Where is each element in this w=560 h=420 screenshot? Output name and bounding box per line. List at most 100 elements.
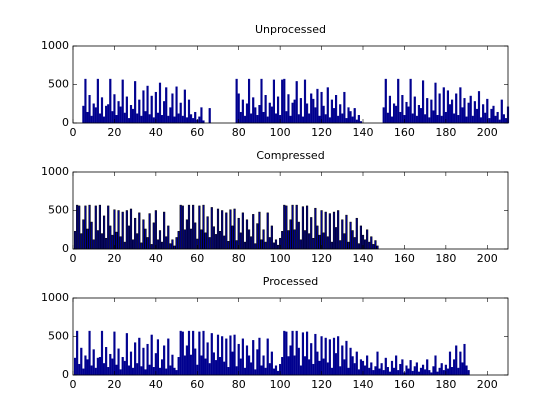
bar	[100, 97, 104, 124]
bar	[107, 205, 110, 250]
bar	[357, 369, 360, 376]
bar	[256, 223, 259, 250]
bar	[185, 117, 189, 124]
y-tick-label: 1000	[41, 39, 69, 52]
bar	[105, 347, 108, 376]
bar	[392, 103, 396, 124]
bar	[250, 113, 253, 124]
bar	[260, 239, 263, 250]
bar	[455, 345, 458, 376]
bar	[241, 99, 244, 124]
x-tick-label: 0	[70, 252, 77, 265]
bar	[225, 338, 228, 376]
bar	[376, 245, 379, 250]
bar	[332, 211, 336, 250]
bar	[107, 367, 110, 376]
bar	[450, 367, 454, 376]
bar	[268, 363, 271, 376]
bar	[173, 367, 176, 376]
bar	[355, 119, 358, 124]
bar	[194, 348, 197, 376]
bar	[347, 241, 350, 250]
bar	[78, 363, 81, 376]
bar	[183, 89, 186, 124]
bar	[189, 114, 193, 124]
bar	[216, 208, 220, 250]
bar	[324, 337, 327, 376]
bar	[167, 225, 170, 250]
bar	[96, 230, 99, 250]
bar	[221, 210, 224, 250]
bar	[382, 107, 385, 124]
bar	[262, 229, 265, 250]
x-tick-label: 20	[107, 252, 121, 265]
x-tick-label: 60	[190, 378, 204, 391]
bar	[322, 358, 325, 376]
bar	[291, 102, 294, 124]
bar	[469, 95, 472, 124]
bar	[123, 241, 126, 250]
bar	[142, 219, 145, 250]
x-tick-label: 100	[270, 252, 291, 265]
bar	[272, 242, 276, 250]
bar	[239, 232, 242, 250]
bar	[146, 237, 149, 250]
bar	[129, 351, 133, 376]
bar	[252, 340, 255, 376]
bar	[117, 210, 120, 250]
bar	[492, 105, 495, 124]
bar	[94, 367, 97, 376]
x-tick-label: 40	[149, 126, 163, 139]
bar	[189, 354, 193, 376]
bar	[386, 367, 389, 376]
bar	[459, 87, 462, 124]
bar	[299, 365, 302, 376]
bar	[285, 111, 288, 124]
bar	[330, 99, 334, 124]
bar	[152, 367, 155, 376]
bar	[386, 112, 389, 124]
bar	[158, 82, 162, 124]
bar	[289, 345, 292, 376]
bar	[158, 367, 162, 376]
bar	[347, 367, 350, 376]
bar	[343, 359, 346, 376]
bar	[150, 95, 153, 124]
bar	[237, 217, 240, 250]
bar	[160, 115, 164, 124]
bar	[187, 204, 191, 250]
bar	[467, 370, 470, 376]
bar	[86, 111, 89, 124]
bar	[293, 229, 296, 250]
bar	[359, 225, 363, 250]
bar	[192, 118, 195, 124]
bar	[415, 362, 418, 376]
bar	[111, 111, 114, 124]
bar	[285, 205, 288, 250]
bar	[465, 116, 468, 124]
bar	[397, 78, 400, 124]
bar	[148, 114, 151, 124]
bar	[274, 113, 278, 124]
bar	[426, 359, 429, 376]
bar	[121, 357, 124, 376]
bar	[264, 241, 267, 250]
bar	[297, 114, 300, 124]
bar	[457, 367, 460, 376]
bar	[446, 90, 450, 124]
bar	[411, 370, 414, 376]
y-tick-label: 0	[62, 116, 69, 129]
bar	[146, 343, 149, 376]
x-tick-label: 180	[435, 252, 456, 265]
bar	[262, 355, 265, 376]
bar	[98, 113, 102, 124]
bar	[171, 354, 174, 376]
bar	[117, 348, 120, 376]
bar	[96, 357, 99, 376]
bar	[223, 361, 226, 376]
bar	[111, 358, 114, 376]
bar	[252, 97, 255, 124]
bar	[424, 114, 427, 124]
bar	[152, 117, 155, 124]
y-tick-label: 0	[62, 242, 69, 255]
